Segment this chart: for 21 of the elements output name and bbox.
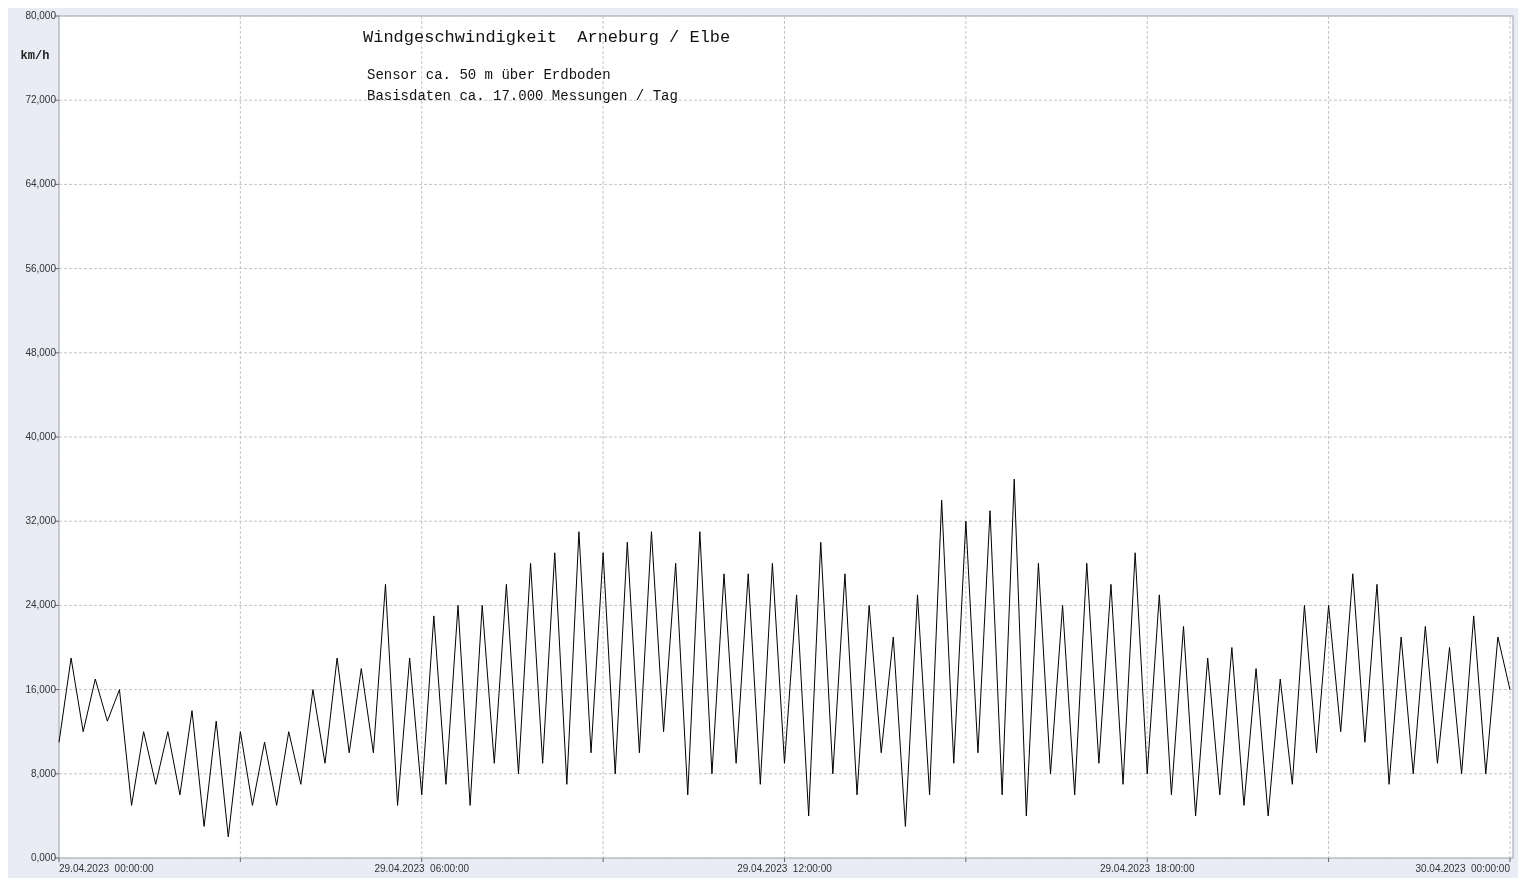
y-tick-label: 80,000 — [25, 10, 57, 21]
text: Sensor ca. 50 m über Erdboden — [367, 67, 611, 83]
y-tick-label: 24,000 — [25, 599, 57, 611]
y-tick-label: 56,000 — [25, 262, 57, 274]
text: Windgeschwindigkeit Arneburg / Elbe — [363, 28, 731, 47]
y-tick-label: 40,000 — [25, 431, 57, 442]
y-tick-label: 64,000 — [25, 178, 57, 190]
x-tick-label: 29.04.2023 18:00:00 — [1099, 863, 1195, 874]
line-series — [58, 478, 1511, 838]
annotation: Basisdaten ca. 17.000 Messungen / Tag — [367, 88, 678, 104]
x-tick-label: 29.04.2023 12:00:00 — [737, 863, 833, 874]
y-tick-label: 16,000 — [25, 683, 57, 695]
x-tick-label: 29.04.2023 06:00:00 — [374, 863, 470, 874]
y-tick-label: 8,000 — [30, 767, 57, 779]
y-tick-label: 72,000 — [25, 94, 57, 106]
y-tick-label: 48,000 — [25, 346, 57, 358]
x-tick-label: 29.04.2023 00:00:00 — [59, 863, 154, 874]
x-tick-label: 30.04.2023 00:00:00 — [1415, 863, 1511, 874]
y-tick-label: 0,000 — [30, 852, 57, 863]
y-axis-title: km/h — [20, 49, 50, 63]
y-tick-label: 32,000 — [25, 515, 57, 527]
